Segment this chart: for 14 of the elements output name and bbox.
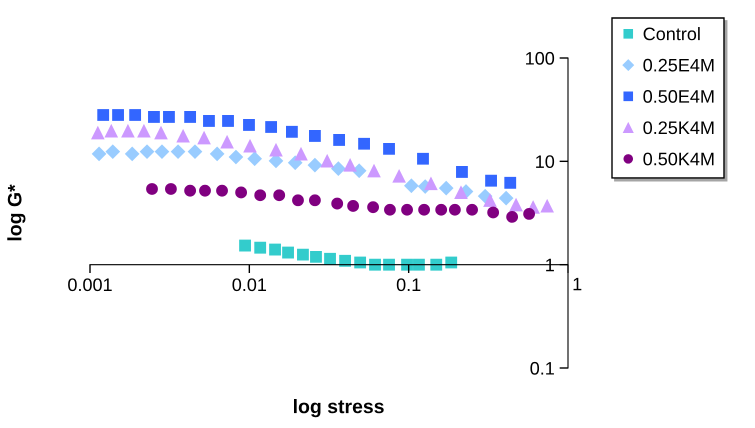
legend-label: 0.50K4M: [643, 152, 714, 166]
x-tick-label: 1: [574, 278, 582, 290]
x-tick-label: 0.01: [232, 278, 266, 292]
y-axis-title: log G*: [7, 184, 26, 240]
y-tick-label: 10: [536, 155, 554, 168]
x-axis-title: log stress: [294, 399, 384, 418]
x-tick-label: 0.1: [396, 278, 420, 292]
legend-label: Control: [644, 27, 700, 40]
y-tick-label: 0.1: [530, 362, 554, 375]
legend-label: 0.50E4M: [643, 90, 714, 103]
legend-label: 0.25K4M: [643, 121, 714, 134]
legend-label: 0.25E4M: [643, 58, 714, 72]
y-tick-label: 100: [526, 52, 554, 65]
x-tick-label: 0.001: [68, 278, 112, 292]
